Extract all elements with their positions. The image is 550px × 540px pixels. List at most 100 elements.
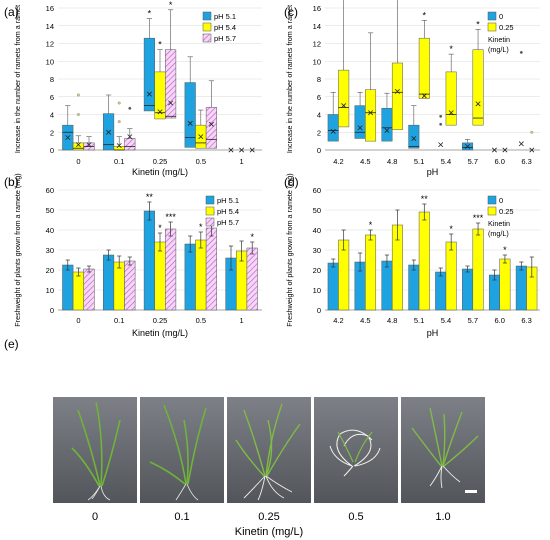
- x-tick-label: 5.4: [441, 316, 451, 325]
- bar: [205, 227, 217, 311]
- y-tick-label: 16: [313, 4, 321, 13]
- outlier-point: [76, 113, 80, 116]
- outlier-point: [76, 93, 80, 97]
- mean-marker: [249, 147, 255, 153]
- bar: [143, 210, 155, 311]
- mean-marker: [208, 121, 214, 127]
- photo-3: 0.5: [314, 397, 398, 523]
- photo-label-3: 0.5: [348, 511, 363, 523]
- mean-marker: [75, 142, 81, 148]
- mean-marker: [330, 128, 336, 134]
- significance-star: ***: [165, 212, 176, 222]
- photo-label-2: 0.25: [258, 511, 279, 523]
- x-tick-label: 0.25: [153, 157, 168, 166]
- bar: [154, 241, 166, 311]
- significance-star: *: [199, 222, 203, 232]
- y-tick-label: 50: [46, 206, 54, 215]
- mean-marker: [421, 93, 427, 99]
- x-tick-label: 0: [76, 157, 80, 166]
- mean-marker: [116, 143, 122, 149]
- photo-label-1: 0.1: [174, 511, 189, 523]
- x-tick-label: 0.5: [196, 157, 206, 166]
- bar: [124, 260, 136, 311]
- box: [205, 107, 217, 149]
- significance-star: *: [158, 40, 162, 50]
- mean-marker: [529, 147, 535, 153]
- x-axis-title: pH: [427, 328, 439, 338]
- y-tick-label: 0: [50, 146, 54, 155]
- x-tick-label: 5.4: [441, 157, 451, 166]
- photo-panel: (e) 0 0.1: [4, 337, 485, 538]
- bar: [435, 271, 447, 311]
- x-tick-label: 5.1: [414, 157, 424, 166]
- mean-marker: [465, 143, 471, 149]
- legend-title: (mg/L): [488, 45, 509, 54]
- significance-star: *: [369, 220, 373, 230]
- significance-star: **: [421, 194, 429, 204]
- photo-label-0: 0: [92, 511, 98, 523]
- box: [327, 114, 339, 142]
- mean-marker: [86, 142, 92, 148]
- y-tick-label: 0: [50, 306, 54, 315]
- y-tick-label: 30: [313, 246, 321, 255]
- y-tick-label: 60: [46, 186, 54, 195]
- x-tick-label: 0.1: [114, 316, 124, 325]
- y-tick-label: 2: [50, 128, 54, 137]
- y-tick-label: 10: [313, 57, 321, 66]
- legend-title: (mg/L): [488, 229, 509, 238]
- x-tick-label: 0.25: [153, 316, 168, 325]
- bar: [195, 239, 207, 311]
- mean-marker: [146, 91, 152, 97]
- legend-swatch: [487, 195, 497, 205]
- legend-swatch: [205, 195, 215, 205]
- y-tick-label: 10: [46, 286, 54, 295]
- legend-swatch: [202, 22, 212, 32]
- y-tick-label: 60: [313, 186, 321, 195]
- y-tick-label: 0: [317, 306, 321, 315]
- mean-marker: [448, 110, 454, 116]
- photo-1: 0.1: [140, 397, 224, 523]
- x-axis-title: Kinetin (mg/L): [132, 328, 188, 338]
- legend-label: 0.25: [499, 23, 514, 32]
- box: [124, 138, 136, 151]
- x-tick-label: 6.0: [494, 157, 504, 166]
- box: [72, 142, 84, 151]
- bar: [113, 261, 125, 311]
- bar: [365, 234, 377, 311]
- bar: [184, 243, 196, 311]
- y-tick-label: 14: [313, 22, 321, 31]
- legend-label: pH 5.4: [214, 23, 236, 32]
- x-tick-label: 4.5: [360, 316, 370, 325]
- legend: pH 5.1 pH 5.4 pH 5.7: [202, 11, 236, 43]
- x-tick-label: 4.2: [333, 157, 343, 166]
- significance-star: *: [423, 10, 427, 20]
- y-tick-label: 2: [317, 128, 321, 137]
- legend-swatch: [487, 22, 497, 32]
- bar: [408, 264, 420, 311]
- x-tick-label: 1: [240, 157, 244, 166]
- significance-star: *: [503, 245, 507, 255]
- mean-marker: [187, 120, 193, 126]
- y-tick-label: 30: [46, 246, 54, 255]
- significance-star: *: [449, 44, 453, 54]
- box: [418, 37, 430, 99]
- panel-label-e: (e): [4, 337, 19, 351]
- panel-label: (b): [4, 175, 19, 189]
- outlier-point: [439, 114, 443, 118]
- legend-swatch: [205, 206, 215, 216]
- photo-2: 0.25: [227, 397, 311, 523]
- mean-marker: [106, 129, 112, 135]
- significance-star: *: [250, 232, 254, 242]
- x-tick-label: 1: [240, 316, 244, 325]
- box: [113, 146, 125, 151]
- photo-xlabel: Kinetin (mg/L): [235, 526, 303, 538]
- box: [472, 49, 484, 126]
- y-axis-title: Increase in the number of ramets from a …: [285, 5, 294, 153]
- y-tick-label: 40: [46, 226, 54, 235]
- box: [408, 124, 420, 149]
- mean-marker: [394, 88, 400, 94]
- bar: [327, 262, 339, 311]
- legend-label: 0.25: [499, 207, 514, 216]
- x-tick-label: 4.8: [387, 316, 397, 325]
- legend-swatch: [202, 33, 212, 43]
